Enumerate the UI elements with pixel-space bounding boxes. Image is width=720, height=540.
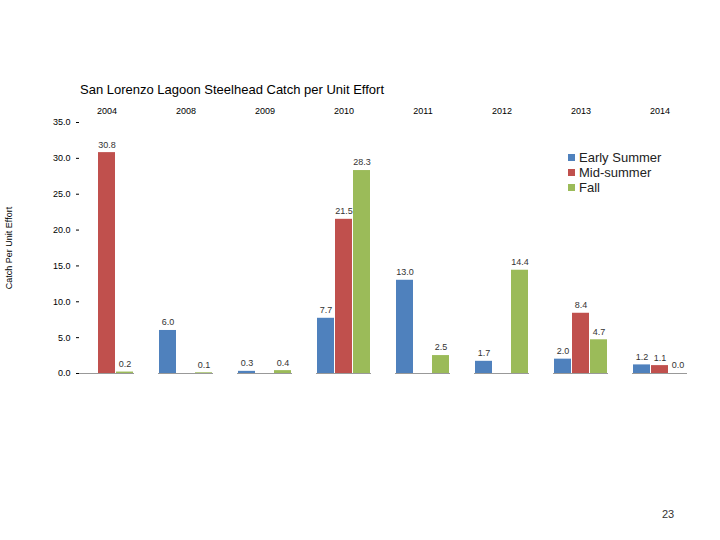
svg-text:1.1: 1.1 <box>654 352 667 362</box>
svg-text:21.5: 21.5 <box>335 206 353 216</box>
svg-text:0.3: 0.3 <box>241 358 254 368</box>
svg-text:5.0: 5.0 <box>58 333 71 343</box>
html-text:Early Summer: Early Summer <box>579 150 662 165</box>
svg-text:2011: 2011 <box>413 106 432 116</box>
svg-text:2009: 2009 <box>255 106 275 116</box>
svg-text:1.7: 1.7 <box>478 348 491 358</box>
svg-text:2013: 2013 <box>571 106 591 116</box>
svg-text:2014: 2014 <box>650 106 670 116</box>
svg-text:0.0: 0.0 <box>58 368 71 378</box>
svg-text:30.0: 30.0 <box>53 153 71 163</box>
html-text:23: 23 <box>662 508 675 520</box>
svg-text:7.7: 7.7 <box>320 305 333 315</box>
svg-text:4.7: 4.7 <box>593 327 606 337</box>
svg-text:28.3: 28.3 <box>353 157 371 167</box>
svg-text:25.0: 25.0 <box>53 189 71 199</box>
html-text:San Lorenzo Lagoon Steelhead C: San Lorenzo Lagoon Steelhead Catch per U… <box>80 82 384 97</box>
svg-text:13.0: 13.0 <box>396 267 414 277</box>
svg-text:0.2: 0.2 <box>119 359 132 369</box>
svg-text:2012: 2012 <box>492 106 512 116</box>
svg-text:35.0: 35.0 <box>53 117 71 127</box>
svg-text:0.0: 0.0 <box>672 360 685 370</box>
html-text:Mid-summer: Mid-summer <box>579 165 652 180</box>
svg-text:1.2: 1.2 <box>636 352 649 362</box>
svg-text:30.8: 30.8 <box>98 140 116 150</box>
svg-text:2004: 2004 <box>97 106 117 116</box>
svg-text:2.5: 2.5 <box>435 342 448 352</box>
svg-text:15.0: 15.0 <box>53 261 71 271</box>
svg-text:0.4: 0.4 <box>277 358 290 368</box>
svg-text:6.0: 6.0 <box>162 317 175 327</box>
svg-text:0.1: 0.1 <box>198 360 211 370</box>
svg-text:Catch Per Unit Effort: Catch Per Unit Effort <box>4 206 14 289</box>
svg-text:20.0: 20.0 <box>53 225 71 235</box>
svg-text:2008: 2008 <box>176 106 196 116</box>
svg-text:14.4: 14.4 <box>511 257 529 267</box>
svg-text:2010: 2010 <box>334 106 354 116</box>
html-text:Fall: Fall <box>579 180 600 195</box>
svg-text:10.0: 10.0 <box>53 297 71 307</box>
svg-text:8.4: 8.4 <box>575 300 588 310</box>
svg-text:2.0: 2.0 <box>557 346 570 356</box>
